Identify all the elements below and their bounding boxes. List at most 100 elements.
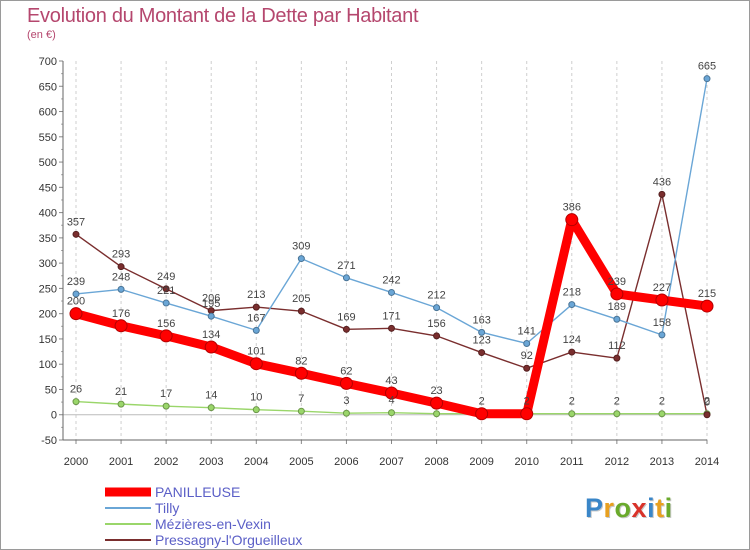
- data-point: [297, 307, 305, 315]
- data-label: 171: [382, 310, 400, 322]
- logo-letter: o: [614, 493, 632, 523]
- data-point: [252, 303, 260, 311]
- x-tick-label: 2007: [379, 456, 403, 468]
- data-label: 293: [112, 249, 130, 261]
- legend-label: Pressagny-l'Orgueilleux: [155, 532, 302, 548]
- data-label: 156: [157, 318, 175, 330]
- x-tick-label: 2001: [109, 456, 133, 468]
- logo-letter: r: [603, 493, 615, 523]
- data-point: [252, 406, 260, 414]
- y-tick-label: 50: [45, 384, 57, 396]
- x-tick-label: 2008: [424, 456, 448, 468]
- data-label: 271: [337, 260, 355, 272]
- y-tick-label: 600: [39, 107, 57, 119]
- chart-axes: 2000 2001 2002 2003 2004 2005 2006 2007 2008 2009…: [39, 56, 720, 468]
- data-label: 10: [250, 392, 262, 404]
- y-tick-label: 200: [39, 309, 57, 321]
- data-point: [117, 400, 125, 408]
- y-tick-label: 100: [39, 359, 57, 371]
- data-point: [249, 357, 263, 371]
- y-tick-label: 400: [39, 208, 57, 220]
- data-point: [72, 230, 80, 238]
- data-point: [342, 325, 350, 333]
- data-label: 206: [202, 293, 220, 305]
- data-label: 195: [202, 298, 220, 310]
- logo-letter: t: [655, 493, 665, 523]
- data-point: [388, 288, 395, 296]
- data-label: 0: [704, 397, 710, 409]
- data-label: 215: [698, 288, 716, 300]
- data-point: [117, 263, 125, 271]
- data-label: 62: [340, 365, 352, 377]
- y-tick-label: 0: [51, 410, 57, 422]
- data-label: 227: [653, 282, 671, 294]
- data-label: 665: [698, 61, 716, 73]
- data-label: 2: [614, 396, 620, 408]
- logo-letter: i: [664, 493, 673, 523]
- data-point: [433, 304, 441, 312]
- data-point: [297, 407, 305, 415]
- x-tick-label: 2009: [469, 456, 493, 468]
- data-label: 141: [518, 325, 536, 337]
- data-label: 213: [247, 289, 265, 301]
- y-tick-label: 700: [39, 56, 57, 68]
- data-point: [388, 409, 395, 417]
- chart-subtitle: (en €): [27, 29, 56, 41]
- data-point: [700, 299, 714, 313]
- data-point: [433, 410, 441, 418]
- data-label: 134: [202, 329, 220, 341]
- data-point: [72, 290, 80, 298]
- data-label: 3: [343, 395, 349, 407]
- data-label: 2: [569, 396, 575, 408]
- data-point: [610, 287, 624, 301]
- chart-data-points: [69, 75, 714, 421]
- data-point: [478, 328, 486, 336]
- data-label: 357: [67, 216, 85, 228]
- data-label: 158: [653, 317, 671, 329]
- proxiti-logo: Proxiti: [585, 493, 673, 524]
- data-label: 156: [427, 318, 445, 330]
- data-point: [658, 190, 666, 198]
- data-label: 176: [112, 308, 130, 320]
- data-point: [703, 411, 711, 419]
- data-point: [565, 213, 579, 227]
- data-label: 2: [659, 396, 665, 408]
- data-point: [207, 404, 215, 412]
- x-tick-label: 2006: [334, 456, 358, 468]
- legend-label: Tilly: [155, 500, 179, 516]
- data-point: [159, 329, 173, 343]
- data-label: 189: [608, 301, 626, 313]
- data-label: 167: [247, 312, 265, 324]
- data-point: [294, 366, 308, 380]
- data-label: 239: [608, 276, 626, 288]
- y-tick-label: 250: [39, 283, 57, 295]
- data-point: [385, 386, 398, 400]
- data-point: [613, 354, 621, 362]
- data-point: [655, 293, 669, 307]
- data-point: [339, 376, 353, 390]
- data-label: 436: [653, 176, 671, 188]
- data-label: 43: [385, 375, 397, 387]
- data-point: [658, 331, 666, 339]
- x-tick-label: 2010: [514, 456, 538, 468]
- data-point: [568, 348, 576, 356]
- data-point: [252, 326, 260, 334]
- data-label: 123: [472, 335, 490, 347]
- y-tick-label: -50: [41, 435, 57, 447]
- y-tick-label: 500: [39, 157, 57, 169]
- data-point: [433, 332, 441, 340]
- data-point: [69, 307, 83, 321]
- data-point: [342, 274, 350, 282]
- logo-letter: x: [631, 493, 648, 523]
- data-label: 386: [563, 202, 581, 214]
- data-label: 221: [157, 285, 175, 297]
- data-label: 2: [524, 396, 530, 408]
- legend-label: PANILLEUSE: [155, 484, 240, 500]
- data-label: 23: [430, 385, 442, 397]
- data-point: [162, 299, 170, 307]
- data-label: 7: [298, 393, 304, 405]
- x-tick-label: 2000: [64, 456, 88, 468]
- data-point: [658, 410, 666, 418]
